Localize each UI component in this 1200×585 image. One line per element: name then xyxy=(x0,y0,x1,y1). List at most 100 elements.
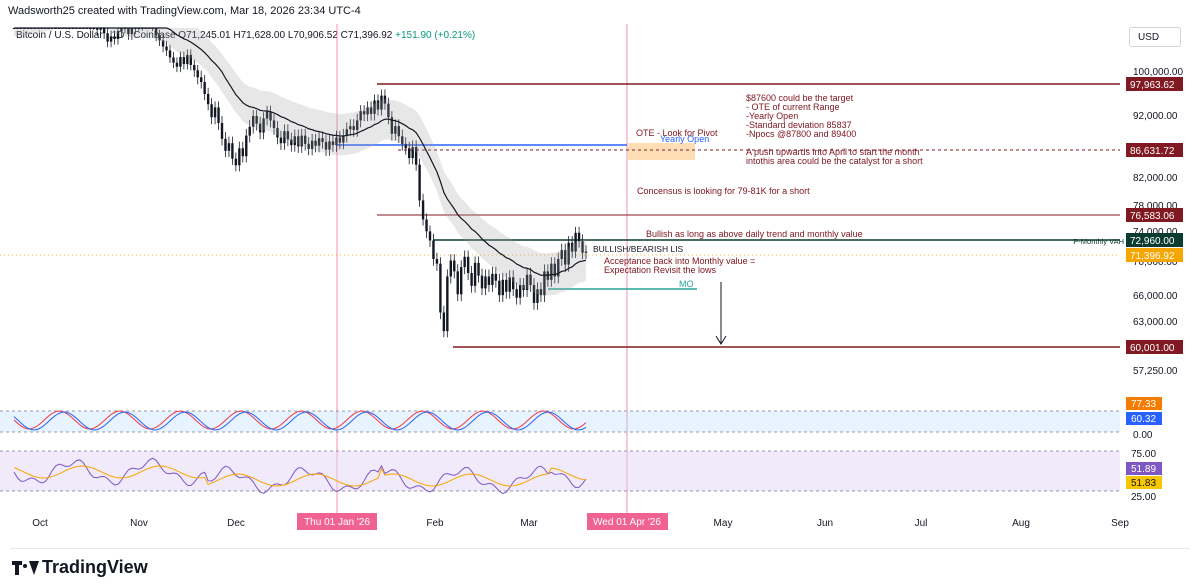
candle-body xyxy=(518,284,522,298)
tradingview-logo-icon xyxy=(12,560,39,575)
candle-body xyxy=(175,62,179,67)
price-label-box xyxy=(1126,248,1183,262)
rsi-line-2 xyxy=(13,411,587,431)
candle-body xyxy=(577,232,581,242)
candle-body xyxy=(543,271,546,296)
candle-body xyxy=(213,107,217,118)
candle-body xyxy=(196,70,199,78)
price-label-text: 60,001.00 xyxy=(1130,343,1175,354)
price-axis-tick: 57,250.00 xyxy=(1133,366,1178,377)
trend-band xyxy=(14,28,586,296)
candle-body xyxy=(567,242,570,265)
price-label-box xyxy=(1126,233,1183,247)
ohlc-values: O71,245.01 H71,628.00 L70,906.52 C71,396… xyxy=(178,30,393,41)
ote-box xyxy=(628,143,695,160)
candle-body xyxy=(439,263,442,313)
candle-body xyxy=(539,289,543,296)
candle-body xyxy=(494,273,498,281)
price-label-text: 86,631.72 xyxy=(1130,146,1175,157)
osc2-label-text: 25.00 xyxy=(1131,492,1156,503)
candle-body xyxy=(512,277,515,290)
candle-body xyxy=(536,289,539,303)
candle-body xyxy=(480,275,484,289)
candle-body xyxy=(421,200,425,220)
candle-body xyxy=(376,100,380,110)
candle-body xyxy=(425,219,428,232)
candle-body xyxy=(227,143,231,151)
rsi-label-box xyxy=(1126,412,1162,425)
highlight-date-box-apr xyxy=(587,513,668,530)
annotation-bullish: Bullish as long as above daily trend and… xyxy=(646,229,863,239)
author-line: Wadsworth25 created with TradingView.com… xyxy=(8,5,361,17)
price-axis-tick: 82,000.00 xyxy=(1133,173,1178,184)
annotation-target: $87600 could be the target xyxy=(746,93,854,103)
price-chart[interactable]: $87600 could be the target- OTE of curre… xyxy=(0,0,1200,548)
candle-body xyxy=(262,118,265,133)
candle-body xyxy=(130,28,134,35)
candle-body xyxy=(362,111,366,115)
candle-body xyxy=(328,141,331,150)
candle-body xyxy=(366,107,369,115)
candle-body xyxy=(383,95,387,104)
arrow-head xyxy=(715,335,727,345)
candle-body xyxy=(557,259,560,277)
price-change: +151.90 (+0.21%) xyxy=(395,30,476,41)
currency-button[interactable]: USD xyxy=(1129,27,1181,47)
candle-body xyxy=(449,260,452,277)
candle-body xyxy=(210,104,213,118)
candle-body xyxy=(182,57,186,65)
price-label-text: 97,963.62 xyxy=(1130,80,1175,91)
annotation-catalyst: intothis area could be the catalyst for … xyxy=(746,156,923,166)
annotation-std-dev: -Standard deviation 85837 xyxy=(746,120,852,130)
candle-body xyxy=(432,240,435,260)
candle-body xyxy=(172,57,175,63)
candle-body xyxy=(217,107,220,123)
candle-body xyxy=(435,259,439,264)
candle-body xyxy=(473,262,477,286)
annotation-p-monthly-vah: P-Monthly VAH xyxy=(1073,237,1124,246)
annotation-acceptance: Acceptance back into Monthly value = xyxy=(604,256,755,266)
candle-body xyxy=(307,143,310,149)
symbol-name[interactable]: Bitcoin / U.S. Dollar · 1D · Coinbase xyxy=(16,30,176,41)
candle-body xyxy=(525,274,529,291)
time-axis-label: Dec xyxy=(227,518,245,529)
candle-body xyxy=(127,28,130,35)
candle-body xyxy=(428,231,432,241)
candle-body xyxy=(515,289,518,298)
candle-body xyxy=(300,135,303,147)
price-axis-tick: 100,000.00 xyxy=(1133,67,1183,78)
candle-body xyxy=(317,138,321,146)
candle-body xyxy=(248,126,251,136)
annotation-revisit: Expectation Revisit the lows xyxy=(604,265,717,275)
candle-body xyxy=(487,276,491,285)
candle-body xyxy=(470,273,473,286)
candle-body xyxy=(113,36,116,39)
time-axis-label: Aug xyxy=(1012,518,1030,529)
time-axis-label: Nov xyxy=(130,518,148,529)
candle-body xyxy=(550,263,553,280)
candle-body xyxy=(321,138,324,142)
candle-body xyxy=(200,77,203,83)
candle-body xyxy=(96,28,99,30)
annotation-ote-pivot: OTE - Look for Pivot xyxy=(636,128,718,138)
candle-body xyxy=(418,164,421,201)
candle-body xyxy=(255,116,258,124)
time-axis-label: Jun xyxy=(817,518,833,529)
candle-body xyxy=(231,143,234,159)
candle-body xyxy=(269,111,272,121)
candle-body xyxy=(265,111,269,119)
candle-body xyxy=(553,263,556,277)
candle-body xyxy=(245,135,248,157)
price-axis-tick: 78,000.00 xyxy=(1133,201,1178,212)
annotation-npocs: -Npocs @87800 and 89400 xyxy=(746,129,856,139)
candle-body xyxy=(564,250,567,265)
candle-body xyxy=(276,128,279,138)
highlight-date-jan: Thu 01 Jan '26 xyxy=(304,517,370,528)
candle-body xyxy=(387,103,390,118)
price-axis-tick: 92,000.00 xyxy=(1133,111,1178,122)
time-axis-label: Oct xyxy=(32,518,48,529)
candle-body xyxy=(241,148,244,157)
annotation-ote: - OTE of current Range xyxy=(746,102,840,112)
tradingview-logo[interactable]: TradingView xyxy=(12,557,148,578)
candle-body xyxy=(304,135,307,144)
